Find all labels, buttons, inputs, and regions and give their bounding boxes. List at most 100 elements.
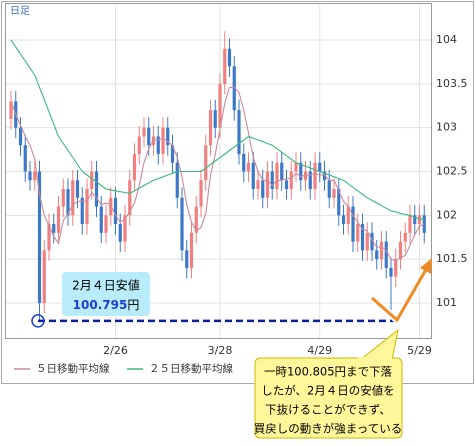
candle-body <box>413 215 417 225</box>
x-tick-label: 4/29 <box>307 344 332 357</box>
candle-body <box>61 189 65 207</box>
candle-body <box>180 197 184 251</box>
arrow-head <box>420 258 432 274</box>
candle-body <box>251 162 255 190</box>
callout-text: 一時100.805円まで下落したが、2月４日の安値を下抜けることができず、買戻し… <box>254 365 402 436</box>
legend: ５日移動平均線 ２５日移動平均線 <box>14 362 233 375</box>
y-tick-label: 104 <box>436 33 457 46</box>
candle-body <box>170 145 175 163</box>
candle-body <box>47 224 51 251</box>
candle-body <box>294 162 298 172</box>
candle-body <box>52 224 56 233</box>
candle-body <box>123 215 127 242</box>
candle-body <box>218 83 222 128</box>
candle-body <box>33 171 37 181</box>
candle-body <box>351 206 355 242</box>
candle-body <box>199 180 203 207</box>
candle-body <box>265 171 270 198</box>
candle-body <box>166 127 170 146</box>
candle-body <box>275 162 279 190</box>
candle-body <box>318 162 322 172</box>
note-value: 100.795円 <box>73 298 140 312</box>
candle-body <box>237 110 241 154</box>
candle-body <box>346 206 350 225</box>
candle-body <box>303 171 308 181</box>
period-label: 日足 <box>10 5 30 17</box>
candle-body <box>408 215 412 233</box>
candle-body <box>256 180 260 190</box>
candle-body <box>194 206 198 233</box>
candle-body <box>147 127 151 146</box>
candle-body <box>242 153 246 172</box>
marks <box>9 31 426 328</box>
candle-body <box>337 189 341 216</box>
candle-body <box>99 206 103 233</box>
candle-body <box>113 197 118 225</box>
candle-body <box>403 232 407 242</box>
candle-body <box>37 171 42 303</box>
support-marker <box>31 314 45 328</box>
x-tick-label: 5/29 <box>407 344 432 357</box>
note-box <box>62 272 150 316</box>
callout-line: 買戻しの動きが強まっている <box>254 422 402 436</box>
candle-body <box>208 110 213 146</box>
candle-body <box>327 180 331 198</box>
x-tick-label: 3/28 <box>208 344 233 357</box>
candle-body <box>308 171 312 190</box>
candle-body <box>23 145 27 172</box>
candle-body <box>289 171 293 190</box>
candle-body <box>232 66 236 111</box>
candle-body <box>398 241 403 260</box>
callout-join <box>358 357 392 360</box>
ma-line <box>10 39 425 221</box>
candle-body <box>109 197 113 216</box>
candle-body <box>189 232 194 268</box>
candle-body <box>280 162 284 181</box>
candle-body <box>223 48 227 84</box>
note-number: 100.795 <box>73 298 128 312</box>
y-tick-label: 103.5 <box>436 77 468 90</box>
note-title: 2月４日安値 <box>72 278 140 293</box>
y-tick-label: 101 <box>436 296 457 309</box>
candle-body <box>66 189 70 216</box>
candle-body <box>227 48 232 67</box>
callout-line: 下抜けることができず、 <box>265 403 391 417</box>
candle-body <box>18 127 23 146</box>
candle-body <box>341 215 346 225</box>
candle-body <box>42 250 46 303</box>
candle-body <box>384 241 388 268</box>
legend-label: ２５日移動平均線 <box>149 362 233 375</box>
arrow <box>371 265 430 323</box>
candle-body <box>375 250 379 260</box>
candle-body <box>118 224 122 242</box>
candle-body <box>56 206 61 233</box>
candle-body <box>213 110 217 128</box>
legend-label: ５日移動平均線 <box>36 362 110 375</box>
candle-body <box>332 189 336 198</box>
candle-body <box>299 162 303 181</box>
candle-body <box>71 180 75 216</box>
candle-body <box>128 180 132 216</box>
callout-line: したが、2月４日の安値を <box>261 384 395 398</box>
x-tick-label: 2/26 <box>103 344 128 357</box>
candle-body <box>75 180 80 198</box>
candle-body <box>284 180 289 190</box>
candle-body <box>137 136 141 154</box>
candle-body <box>356 224 360 242</box>
candle-body <box>185 250 189 268</box>
candle-body <box>94 171 99 207</box>
callout-line: 一時100.805円まで下落 <box>264 365 393 379</box>
candle-body <box>394 259 398 277</box>
candle-body <box>142 127 146 137</box>
candle-body <box>417 215 422 225</box>
candle-body <box>322 171 327 181</box>
y-tick-label: 102.5 <box>436 165 468 178</box>
candle-body <box>85 189 89 225</box>
candle-body <box>28 171 32 181</box>
y-tick-label: 103 <box>436 121 457 134</box>
candle-body <box>270 171 274 190</box>
candle-body <box>389 267 393 277</box>
candle-body <box>360 224 365 251</box>
